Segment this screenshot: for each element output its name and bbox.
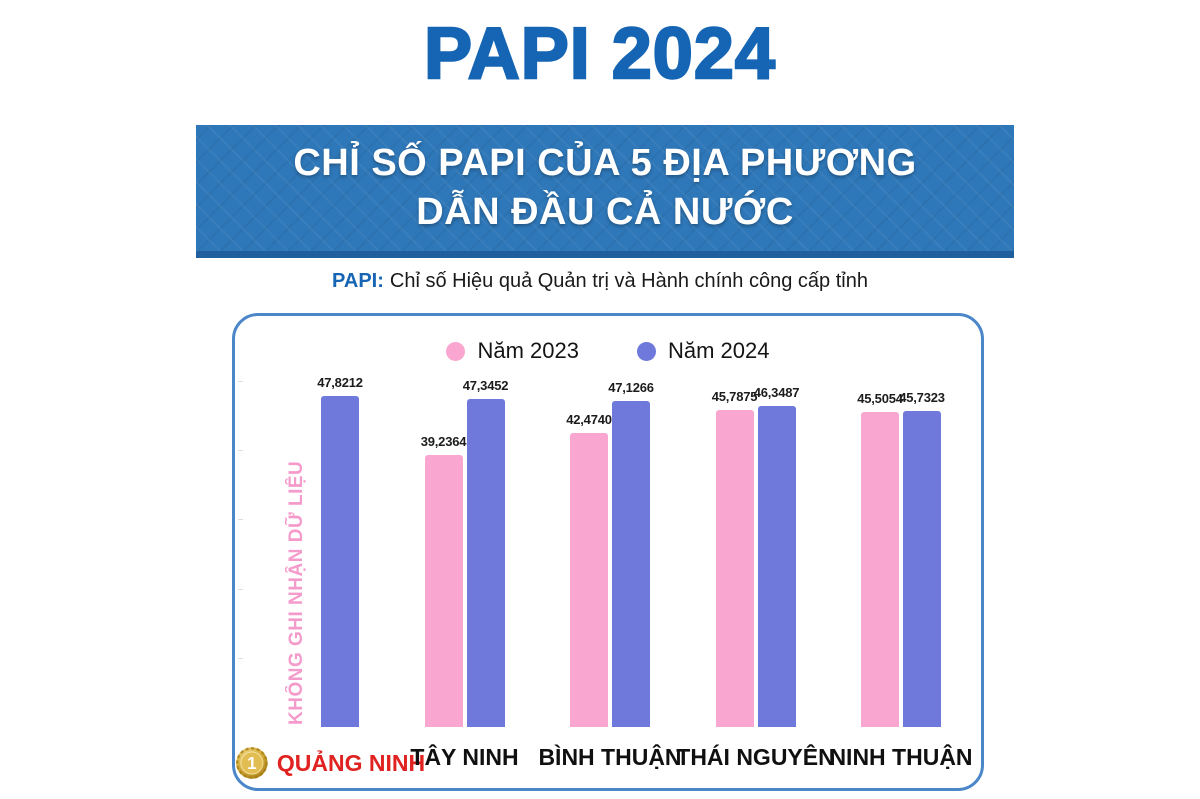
svg-text:1: 1 <box>247 754 257 773</box>
legend-dot-purple-icon <box>637 341 656 361</box>
bar-năm-2023-2 <box>424 455 463 727</box>
bar-năm-2023-5 <box>861 412 899 727</box>
bar-năm-2023-4 <box>715 410 754 727</box>
bar-năm-2024-5 <box>903 411 941 727</box>
banner-title-line2: DẪN ĐẦU CẢ NƯỚC <box>416 191 794 233</box>
legend-label-2024: Năm 2024 <box>668 338 770 363</box>
page-title: PAPI 2024 <box>423 13 776 95</box>
bar-năm-2024-4 <box>757 406 796 727</box>
bar-năm-2023-3 <box>570 433 608 727</box>
banner: CHỈ SỐ PAPI CỦA 5 ĐỊA PHƯƠNG DẪN ĐẦU CẢ … <box>196 125 1014 258</box>
bar-value-label: 45,7323 <box>899 390 945 405</box>
axis-tick <box>238 519 243 521</box>
axis-tick <box>238 381 243 382</box>
category-label-4: THÁI NGUYÊN <box>676 744 835 770</box>
legend-item-2023: Năm 2023 <box>446 338 579 364</box>
category-label-3: BÌNH THUẬN <box>538 744 682 770</box>
legend-label-2023: Năm 2023 <box>477 338 579 363</box>
missing-data-note: KHÔNG GHI NHẬN DỮ LIỆU <box>286 460 307 725</box>
bar-value-label: 46,3487 <box>753 385 800 400</box>
category-label-2: TÂY NINH <box>410 744 519 770</box>
subtitle-text: Chỉ số Hiệu quả Quản trị và Hành chính c… <box>389 270 868 292</box>
subtitle-prefix: PAPI: <box>332 270 384 292</box>
category-label-text: QUẢNG NINH <box>276 749 426 776</box>
legend-dot-pink-icon <box>446 341 466 361</box>
plot-area: KHÔNG GHI NHẬN DỮ LIỆU 47,8212 39,2364 47,3… <box>235 316 981 727</box>
bar-value-label: 39,2364 <box>420 434 467 449</box>
axis-tick <box>238 657 243 659</box>
bar-value-label: 45,5054 <box>857 391 903 406</box>
legend-item-2024: Năm 2024 <box>637 338 770 364</box>
chart-legend: Năm 2023 Năm 2024 <box>235 338 981 364</box>
bar-value-label: 47,1266 <box>608 380 654 395</box>
category-label-5: NINH THUẬN <box>829 744 973 770</box>
category-label-1: 1 QUẢNG NINH <box>233 744 425 782</box>
bar-năm-2024-1 <box>321 396 359 727</box>
bar-năm-2024-2 <box>466 399 505 727</box>
subtitle: PAPI: Chỉ số Hiệu quả Quản trị và Hành ch… <box>0 270 1200 293</box>
bar-value-label: 45,7875 <box>711 389 758 404</box>
bar-value-label: 47,8212 <box>317 375 363 390</box>
bar-value-label: 42,4740 <box>566 412 612 427</box>
bar-năm-2024-3 <box>612 401 650 727</box>
axis-tick <box>238 450 243 452</box>
chart-panel: Năm 2023 Năm 2024 KHÔNG GHI NHẬN DỮ LIỆU… <box>232 313 984 791</box>
banner-title-line1: CHỈ SỐ PAPI CỦA 5 ĐỊA PHƯƠNG <box>293 142 917 184</box>
axis-tick <box>238 588 243 590</box>
bar-value-label: 47,3452 <box>462 378 509 393</box>
rank-1-medal-icon: 1 <box>236 747 268 779</box>
